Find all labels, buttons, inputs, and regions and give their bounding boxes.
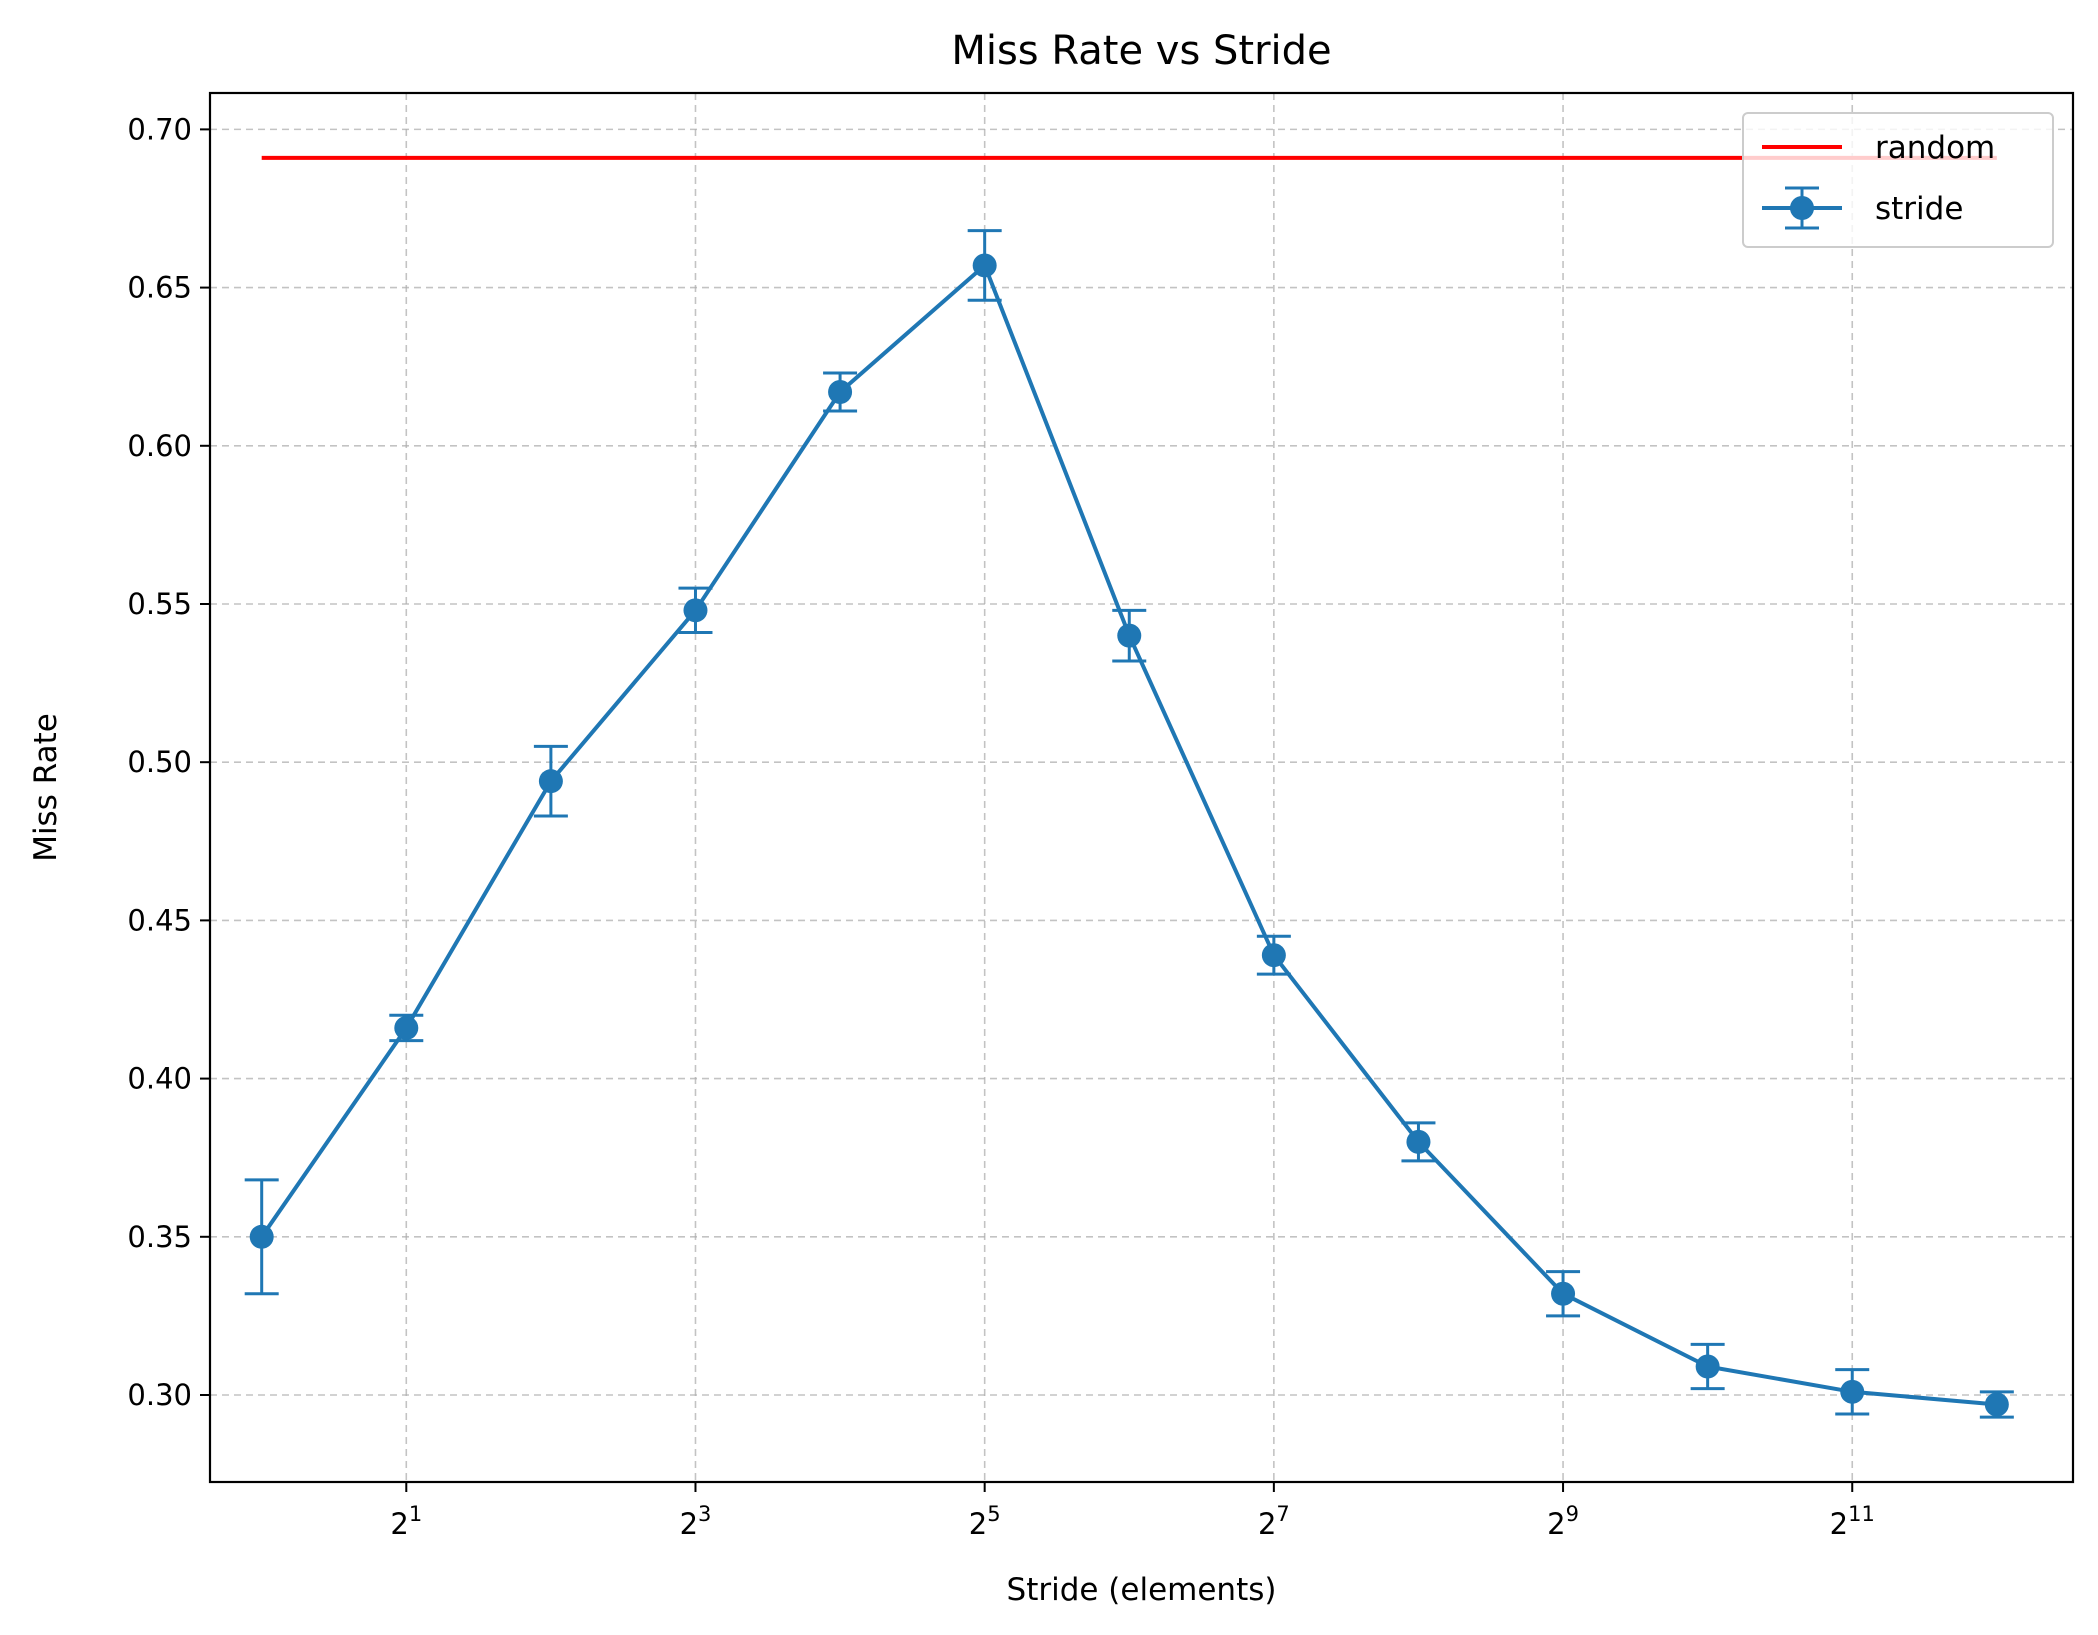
- y-axis-label: Miss Rate: [28, 713, 64, 862]
- x-tick-label: 21: [390, 1502, 422, 1541]
- y-tick-label: 0.45: [127, 903, 192, 937]
- grid: [210, 93, 2073, 1482]
- plot-frame: [208, 91, 2075, 1484]
- y-tick-label: 0.50: [127, 745, 192, 779]
- legend: random stride: [1742, 112, 2054, 248]
- stride-data-point: [1261, 943, 1286, 968]
- stride-data-point: [972, 253, 997, 278]
- stride-data-point: [683, 598, 708, 623]
- plot-area: [244, 155, 2014, 1419]
- y-tick-label: 0.65: [127, 271, 192, 305]
- y-tick-label: 0.60: [127, 429, 192, 463]
- stride-data-point: [249, 1224, 274, 1249]
- legend-swatch-stride: [1762, 186, 1842, 230]
- x-axis-ticks: 21 23 25 27 29 211: [390, 1482, 1875, 1541]
- y-tick-label: 0.55: [127, 587, 192, 621]
- y-axis-ticks: 0.30 0.35 0.40 0.45 0.50 0.55 0.60 0.65 0.70: [127, 112, 210, 1412]
- stride-data-point: [1840, 1379, 1865, 1404]
- stride-data-point: [538, 769, 563, 794]
- legend-label-stride: stride: [1875, 191, 1963, 227]
- legend-stride-marker: [1790, 196, 1814, 220]
- x-tick-label: 25: [969, 1502, 1001, 1541]
- legend-label-random: random: [1875, 130, 1995, 166]
- stride-data-point: [828, 379, 853, 404]
- stride-data-point: [1551, 1281, 1576, 1306]
- y-tick-label: 0.30: [127, 1378, 192, 1412]
- x-tick-label: 23: [680, 1502, 712, 1541]
- x-axis-label: Stride (elements): [1007, 1572, 1277, 1608]
- stride-series-line: [260, 263, 1997, 1407]
- chart-title: Miss Rate vs Stride: [951, 28, 1331, 74]
- x-tick-label: 27: [1258, 1502, 1290, 1541]
- x-tick-label: 211: [1830, 1502, 1875, 1541]
- y-tick-label: 0.70: [127, 112, 192, 146]
- y-tick-label: 0.40: [127, 1062, 192, 1096]
- stride-data-point: [1117, 623, 1142, 648]
- stride-data-point: [394, 1015, 419, 1040]
- x-tick-label: 29: [1547, 1502, 1579, 1541]
- y-tick-label: 0.35: [127, 1220, 192, 1254]
- stride-data-point: [1695, 1354, 1720, 1379]
- stride-data-point: [1406, 1129, 1431, 1154]
- stride-data-point: [1984, 1392, 2009, 1417]
